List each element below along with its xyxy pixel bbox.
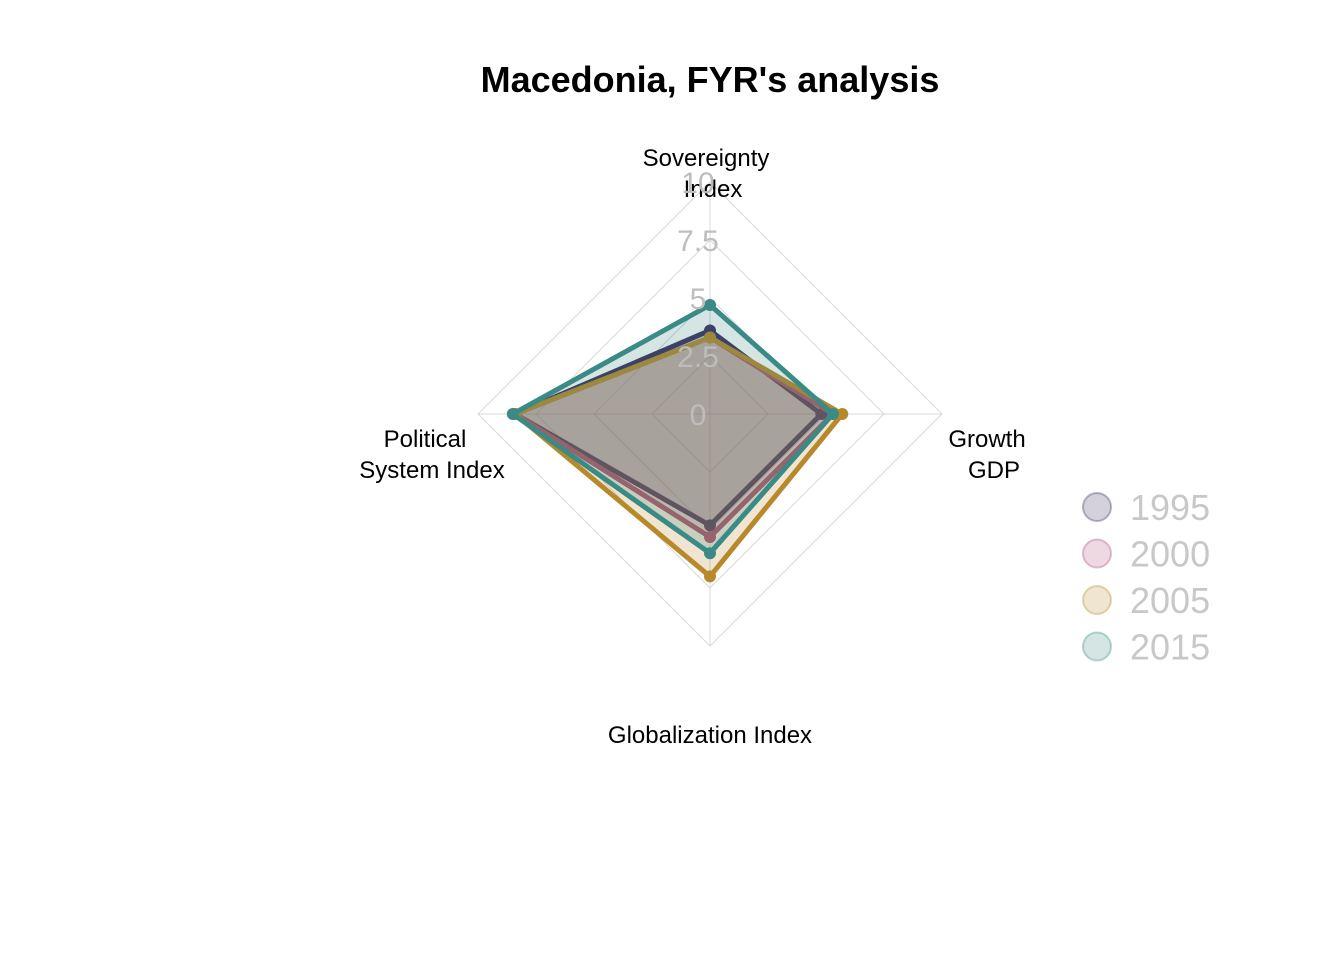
data-point-2005-1 [836,408,849,420]
data-point-2015-2 [704,547,716,560]
data-point-2015-1 [826,408,839,420]
legend-swatch-2015 [1082,631,1112,662]
series-2005 [509,331,849,583]
axis-label-2-line-0: Globalization Index [608,722,812,749]
legend: 1995 2000 2005 2015 [1082,487,1210,668]
tick-label-3: 7.5 [677,225,719,258]
legend-swatch-2000 [1082,538,1112,569]
tick-label-0: 0 [690,399,707,432]
radar-series [506,298,849,583]
legend-swatch-2005 [1082,585,1112,615]
axis-label-1-line-1: GDP [968,457,1020,484]
data-point-2005-2 [704,570,716,583]
legend-label-2000: 2000 [1130,534,1210,575]
data-point-2000-2 [704,530,716,543]
data-point-2015-3 [506,408,519,420]
axis-label-3: Political System Index [359,426,504,484]
axis-label-2: Globalization Index [608,722,812,749]
tick-label-4: 10 [681,167,714,200]
axis-label-1: Growth GDP [948,426,1025,484]
axis-labels: Sovereignty Index Growth GDP Globalization I… [359,145,1025,749]
axis-label-0-line-0: Sovereignty [643,145,770,172]
series-2015 [506,298,839,560]
data-point-1995-2 [704,519,716,532]
axis-label-0-line-1: Index [684,176,743,203]
tick-label-2: 5 [690,283,707,316]
axis-label-3-line-1: System Index [359,457,504,484]
data-point-2005-0 [704,331,716,344]
axis-label-3-line-0: Political [384,426,467,453]
legend-label-1995: 1995 [1130,487,1210,528]
legend-swatch-1995 [1082,492,1112,522]
chart-title: Macedonia, FYR's analysis [481,59,940,100]
radial-tick-labels: 0 2.5 5 7.5 10 [677,167,719,432]
tick-label-1: 2.5 [677,341,719,374]
legend-label-2005: 2005 [1130,580,1210,621]
series-area-2015 [510,302,836,556]
data-point-2015-0 [704,298,716,311]
legend-label-2015: 2015 [1130,627,1210,668]
axis-label-1-line-0: Growth [948,426,1025,453]
axis-label-0: Sovereignty Index [643,145,770,203]
